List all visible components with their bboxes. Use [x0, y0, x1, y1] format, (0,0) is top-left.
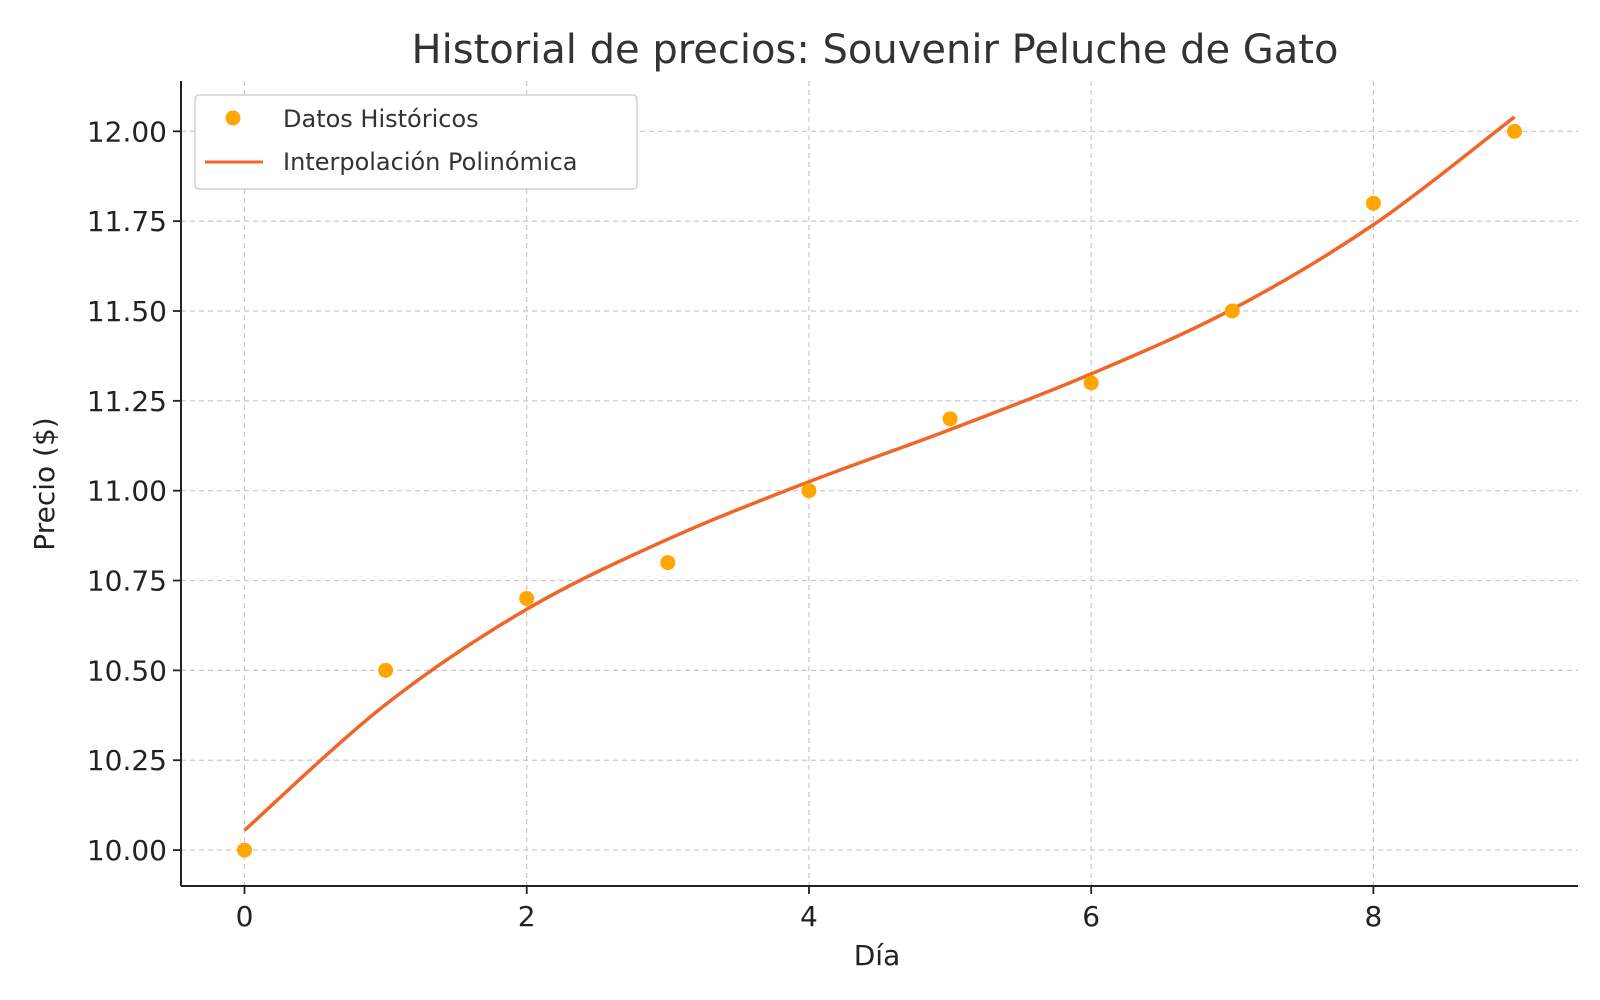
legend-label-interpolacion-polinomica: Interpolación Polinómica — [283, 148, 578, 176]
data-point — [1224, 303, 1240, 319]
y-tick-label: 12.00 — [87, 115, 167, 148]
legend-label-datos-historicos: Datos Históricos — [283, 105, 479, 133]
plot-area — [237, 115, 1522, 858]
x-tick-label: 4 — [800, 900, 818, 933]
legend-marker-datos-historicos — [225, 110, 241, 126]
x-tick-label: 2 — [518, 900, 536, 933]
y-tick-label: 10.50 — [87, 654, 167, 687]
legend: Datos Históricos Interpolación Polinómic… — [194, 94, 638, 190]
data-point — [660, 555, 676, 571]
data-point — [1365, 195, 1381, 211]
data-point — [519, 591, 535, 606]
x-tick-label: 6 — [1082, 900, 1100, 933]
y-tick-label: 11.50 — [87, 295, 167, 328]
data-point — [237, 842, 252, 858]
grid — [181, 81, 1578, 886]
x-tick-label: 8 — [1364, 900, 1382, 933]
axis-ticks: 0 2 4 6 8 10.00 10.25 10.50 10.75 11.00 11.25 11.50… — [87, 115, 1382, 933]
x-axis-label: Día — [854, 939, 901, 972]
y-tick-label: 10.75 — [87, 565, 167, 598]
y-tick-label: 11.00 — [87, 475, 167, 508]
data-point — [378, 662, 394, 678]
data-point — [1083, 375, 1099, 391]
y-tick-label: 11.25 — [87, 385, 167, 418]
data-point — [801, 483, 817, 499]
y-tick-label: 10.25 — [87, 744, 167, 777]
legend-frame — [194, 94, 638, 190]
interpolation-line — [243, 115, 1516, 832]
data-point — [1507, 123, 1522, 139]
y-tick-label: 10.00 — [87, 834, 167, 867]
y-tick-label: 11.75 — [87, 205, 167, 238]
y-axis-label: Precio ($) — [28, 417, 61, 550]
x-tick-label: 0 — [236, 900, 254, 933]
data-point — [942, 411, 958, 427]
chart-title: Historial de precios: Souvenir Peluche d… — [412, 27, 1339, 73]
